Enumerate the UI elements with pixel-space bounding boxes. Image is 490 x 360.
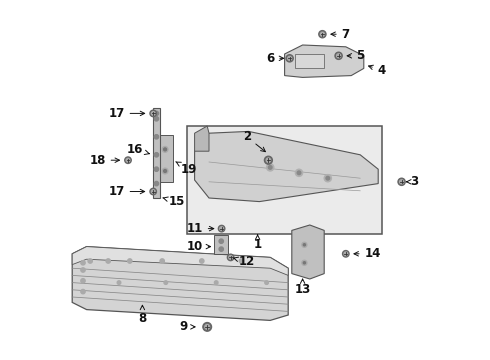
Circle shape bbox=[303, 262, 305, 264]
Text: 19: 19 bbox=[176, 162, 197, 176]
Text: 17: 17 bbox=[108, 185, 145, 198]
Circle shape bbox=[164, 281, 168, 284]
Circle shape bbox=[154, 117, 159, 121]
Circle shape bbox=[117, 281, 121, 284]
Text: 12: 12 bbox=[233, 255, 255, 268]
Text: 1: 1 bbox=[253, 235, 262, 251]
Bar bbox=[295, 54, 324, 68]
Text: 10: 10 bbox=[187, 240, 211, 253]
Circle shape bbox=[302, 260, 307, 265]
Polygon shape bbox=[195, 131, 378, 202]
Circle shape bbox=[239, 259, 244, 263]
Circle shape bbox=[335, 52, 342, 59]
Polygon shape bbox=[72, 247, 288, 320]
Text: 15: 15 bbox=[163, 195, 185, 208]
Circle shape bbox=[303, 244, 305, 246]
Circle shape bbox=[154, 111, 159, 116]
Circle shape bbox=[286, 55, 293, 62]
Circle shape bbox=[81, 289, 85, 294]
Bar bbox=[153, 135, 173, 182]
Text: 4: 4 bbox=[368, 64, 386, 77]
Circle shape bbox=[151, 112, 155, 115]
Circle shape bbox=[267, 164, 274, 171]
Circle shape bbox=[154, 135, 159, 139]
Text: 7: 7 bbox=[331, 28, 350, 41]
Circle shape bbox=[125, 157, 131, 163]
Circle shape bbox=[126, 158, 130, 162]
Circle shape bbox=[199, 259, 204, 263]
Circle shape bbox=[215, 281, 218, 284]
Circle shape bbox=[320, 32, 324, 36]
Text: 17: 17 bbox=[108, 107, 145, 120]
Circle shape bbox=[219, 239, 223, 243]
Circle shape bbox=[344, 252, 347, 256]
Text: 16: 16 bbox=[127, 143, 149, 156]
Bar bbox=[215, 235, 228, 254]
Circle shape bbox=[343, 251, 349, 257]
Text: 6: 6 bbox=[266, 52, 284, 65]
Circle shape bbox=[205, 324, 210, 329]
Bar bbox=[187, 126, 382, 234]
Circle shape bbox=[326, 176, 330, 180]
Circle shape bbox=[319, 31, 326, 38]
Circle shape bbox=[164, 170, 167, 172]
Text: 14: 14 bbox=[354, 247, 381, 260]
Circle shape bbox=[154, 167, 159, 171]
Circle shape bbox=[81, 268, 85, 272]
Circle shape bbox=[219, 225, 225, 232]
Circle shape bbox=[288, 57, 292, 60]
Circle shape bbox=[127, 259, 132, 263]
Circle shape bbox=[337, 54, 341, 58]
Text: 5: 5 bbox=[347, 49, 365, 62]
Text: 18: 18 bbox=[89, 154, 120, 167]
Polygon shape bbox=[195, 126, 209, 151]
Circle shape bbox=[229, 256, 232, 259]
Circle shape bbox=[154, 181, 159, 186]
Circle shape bbox=[220, 227, 223, 230]
Circle shape bbox=[164, 148, 167, 151]
Circle shape bbox=[227, 254, 234, 261]
Text: 2: 2 bbox=[243, 130, 266, 152]
Circle shape bbox=[88, 259, 92, 263]
Polygon shape bbox=[285, 45, 364, 77]
Circle shape bbox=[151, 190, 155, 193]
Text: 3: 3 bbox=[407, 175, 418, 188]
Circle shape bbox=[302, 242, 307, 247]
Circle shape bbox=[150, 110, 156, 117]
Circle shape bbox=[265, 156, 272, 164]
Circle shape bbox=[154, 153, 159, 157]
Circle shape bbox=[297, 171, 301, 175]
Circle shape bbox=[81, 279, 85, 283]
Circle shape bbox=[219, 247, 223, 251]
Circle shape bbox=[398, 178, 405, 185]
Circle shape bbox=[324, 175, 331, 182]
Text: 13: 13 bbox=[294, 279, 311, 296]
Circle shape bbox=[265, 281, 269, 284]
Circle shape bbox=[160, 259, 164, 263]
Circle shape bbox=[295, 169, 303, 176]
Circle shape bbox=[150, 188, 156, 195]
Text: 9: 9 bbox=[180, 320, 195, 333]
Text: 11: 11 bbox=[187, 222, 214, 235]
Text: 8: 8 bbox=[138, 305, 147, 325]
Circle shape bbox=[266, 158, 270, 162]
Polygon shape bbox=[292, 225, 324, 279]
Circle shape bbox=[269, 166, 272, 169]
Circle shape bbox=[81, 261, 85, 265]
Bar bbox=[153, 108, 160, 198]
Circle shape bbox=[162, 168, 168, 174]
Circle shape bbox=[162, 147, 168, 152]
Circle shape bbox=[106, 259, 110, 263]
Polygon shape bbox=[72, 247, 288, 275]
Circle shape bbox=[203, 323, 212, 331]
Circle shape bbox=[400, 180, 404, 184]
